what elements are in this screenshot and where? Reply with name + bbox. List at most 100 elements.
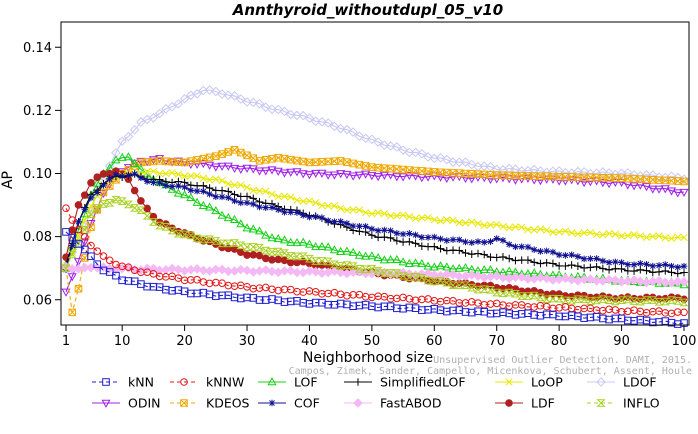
data-point — [167, 101, 177, 112]
data-point — [254, 226, 265, 235]
data-point — [524, 243, 532, 251]
data-point — [585, 178, 595, 187]
legend-marker — [180, 399, 188, 407]
data-point — [330, 202, 339, 210]
data-point — [579, 295, 589, 304]
data-point — [268, 154, 276, 163]
data-point — [393, 229, 401, 237]
data-point — [75, 218, 82, 226]
legend-marker — [354, 378, 362, 386]
data-point — [510, 164, 521, 175]
data-point — [87, 223, 95, 231]
data-point — [680, 268, 688, 277]
data-point — [673, 269, 682, 278]
data-point — [599, 231, 607, 239]
data-point — [418, 214, 426, 222]
legend-label: FastABOD — [380, 396, 442, 411]
data-point — [211, 86, 221, 97]
data-point — [349, 222, 357, 230]
axes: 1 10 20 30 40 50 60 70 80 90 100 0.06 0.08 0.10 0.12 0.… — [23, 21, 696, 349]
data-point — [493, 235, 501, 242]
data-point — [217, 89, 227, 99]
data-point — [373, 137, 383, 147]
data-point — [267, 233, 277, 242]
data-point — [212, 193, 220, 200]
data-point — [354, 250, 364, 259]
x-tick-label: 60 — [426, 334, 443, 349]
data-point — [649, 232, 657, 241]
data-point — [186, 192, 196, 202]
data-point — [610, 297, 620, 306]
data-point — [392, 254, 402, 264]
data-point — [660, 297, 670, 306]
data-point — [436, 277, 446, 285]
data-point — [354, 265, 364, 273]
data-point — [336, 262, 346, 270]
data-point — [474, 219, 482, 228]
data-point — [529, 291, 539, 300]
data-point — [454, 281, 464, 290]
data-point — [642, 296, 652, 304]
data-point — [261, 230, 271, 239]
data-point — [143, 204, 151, 213]
data-point — [173, 264, 184, 275]
data-point — [285, 109, 296, 120]
data-point — [186, 231, 196, 240]
data-point — [279, 249, 289, 257]
data-point — [354, 171, 364, 180]
data-point — [93, 247, 102, 255]
data-point — [131, 170, 138, 178]
data-point — [655, 232, 663, 240]
data-point — [604, 180, 614, 189]
data-point — [635, 276, 646, 287]
data-point — [411, 214, 420, 223]
data-point — [93, 260, 102, 269]
data-point — [435, 173, 446, 182]
data-point — [460, 174, 471, 183]
data-point — [505, 224, 513, 232]
data-point — [199, 154, 208, 163]
data-point — [180, 172, 189, 180]
data-point — [156, 179, 163, 187]
data-point — [592, 312, 601, 321]
data-point — [273, 234, 283, 243]
data-point — [143, 178, 151, 185]
data-point — [200, 188, 207, 195]
data-point — [111, 155, 121, 164]
data-point — [679, 188, 689, 197]
data-point — [80, 245, 89, 254]
data-point — [461, 219, 470, 227]
data-point — [74, 201, 83, 209]
data-point — [105, 199, 115, 207]
series-ODIN — [61, 155, 689, 297]
data-point — [180, 287, 189, 296]
data-point — [524, 225, 532, 234]
legend-marker — [268, 399, 276, 407]
data-point — [591, 276, 602, 286]
data-point — [236, 248, 245, 257]
data-point — [485, 161, 496, 172]
data-point — [142, 212, 152, 220]
data-point — [574, 262, 582, 270]
legend-item-LOF: LOF — [258, 375, 318, 390]
data-point — [192, 160, 202, 169]
data-point — [248, 165, 258, 174]
data-point — [436, 217, 445, 225]
data-point — [117, 136, 127, 146]
data-point — [312, 213, 319, 221]
data-point — [304, 239, 315, 248]
data-point — [337, 204, 345, 212]
data-point — [411, 258, 421, 267]
data-point — [98, 200, 108, 208]
data-point — [236, 241, 246, 250]
data-point — [68, 242, 76, 249]
data-point — [460, 157, 471, 167]
data-point — [637, 260, 644, 267]
data-point — [642, 266, 651, 275]
data-point — [168, 183, 176, 190]
data-point — [261, 156, 270, 164]
data-point — [124, 263, 133, 271]
data-point — [498, 289, 508, 298]
data-point — [461, 249, 470, 257]
data-point — [348, 247, 358, 256]
